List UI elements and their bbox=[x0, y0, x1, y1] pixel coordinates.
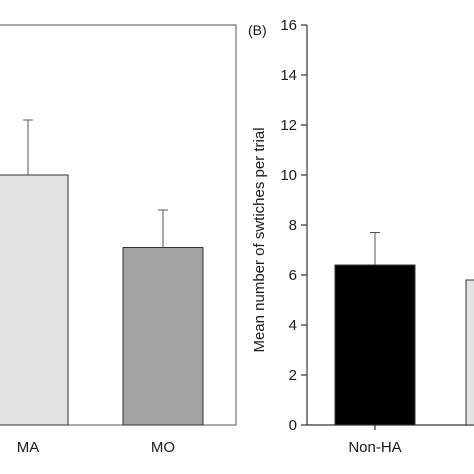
panel-b-y-tick-label-8: 16 bbox=[280, 17, 297, 34]
panel-b-y-tick-label-6: 12 bbox=[280, 117, 297, 134]
panel-a-frame bbox=[0, 24, 237, 426]
panel-b-y-tick-label-7: 14 bbox=[280, 67, 297, 84]
panel-b-y-tick-label-3: 6 bbox=[289, 267, 297, 284]
panel-a: MA MO bbox=[0, 24, 237, 456]
panel-a-x-tick-label-2: MO bbox=[151, 439, 175, 456]
panel-b-y-tick-label-0: 0 bbox=[289, 417, 297, 434]
panel-b-bar-1 bbox=[334, 264, 416, 426]
panel-b-y-tick-label-2: 4 bbox=[289, 317, 297, 334]
panel-b-bar-2 bbox=[465, 279, 474, 426]
panel-a-bar-1 bbox=[0, 174, 69, 426]
panel-a-bar-2 bbox=[122, 247, 204, 426]
panel-b-x-tick-labels: Non-HA bbox=[348, 439, 401, 456]
panel-b-y-tick-label-5: 10 bbox=[280, 167, 297, 184]
panel-b-y-tick-label-1: 2 bbox=[289, 367, 297, 384]
panel-b: (B) Mean number of swtiches per trial 0 2… bbox=[248, 17, 474, 456]
panel-b-y-axis-title: Mean number of swtiches per trial bbox=[251, 127, 268, 352]
panel-a-bars bbox=[0, 119, 204, 426]
panel-b-bars bbox=[334, 232, 474, 426]
panel-b-y-tick-label-4: 8 bbox=[289, 217, 297, 234]
panel-b-x-tick-label-1: Non-HA bbox=[348, 439, 401, 456]
panel-a-x-tick-labels: MA MO bbox=[17, 439, 175, 456]
panel-b-y-ticks: 0 2 4 6 8 10 12 14 16 bbox=[280, 17, 376, 434]
panel-a-x-tick-label-1: MA bbox=[17, 439, 40, 456]
panel-b-label: (B) bbox=[248, 22, 267, 38]
